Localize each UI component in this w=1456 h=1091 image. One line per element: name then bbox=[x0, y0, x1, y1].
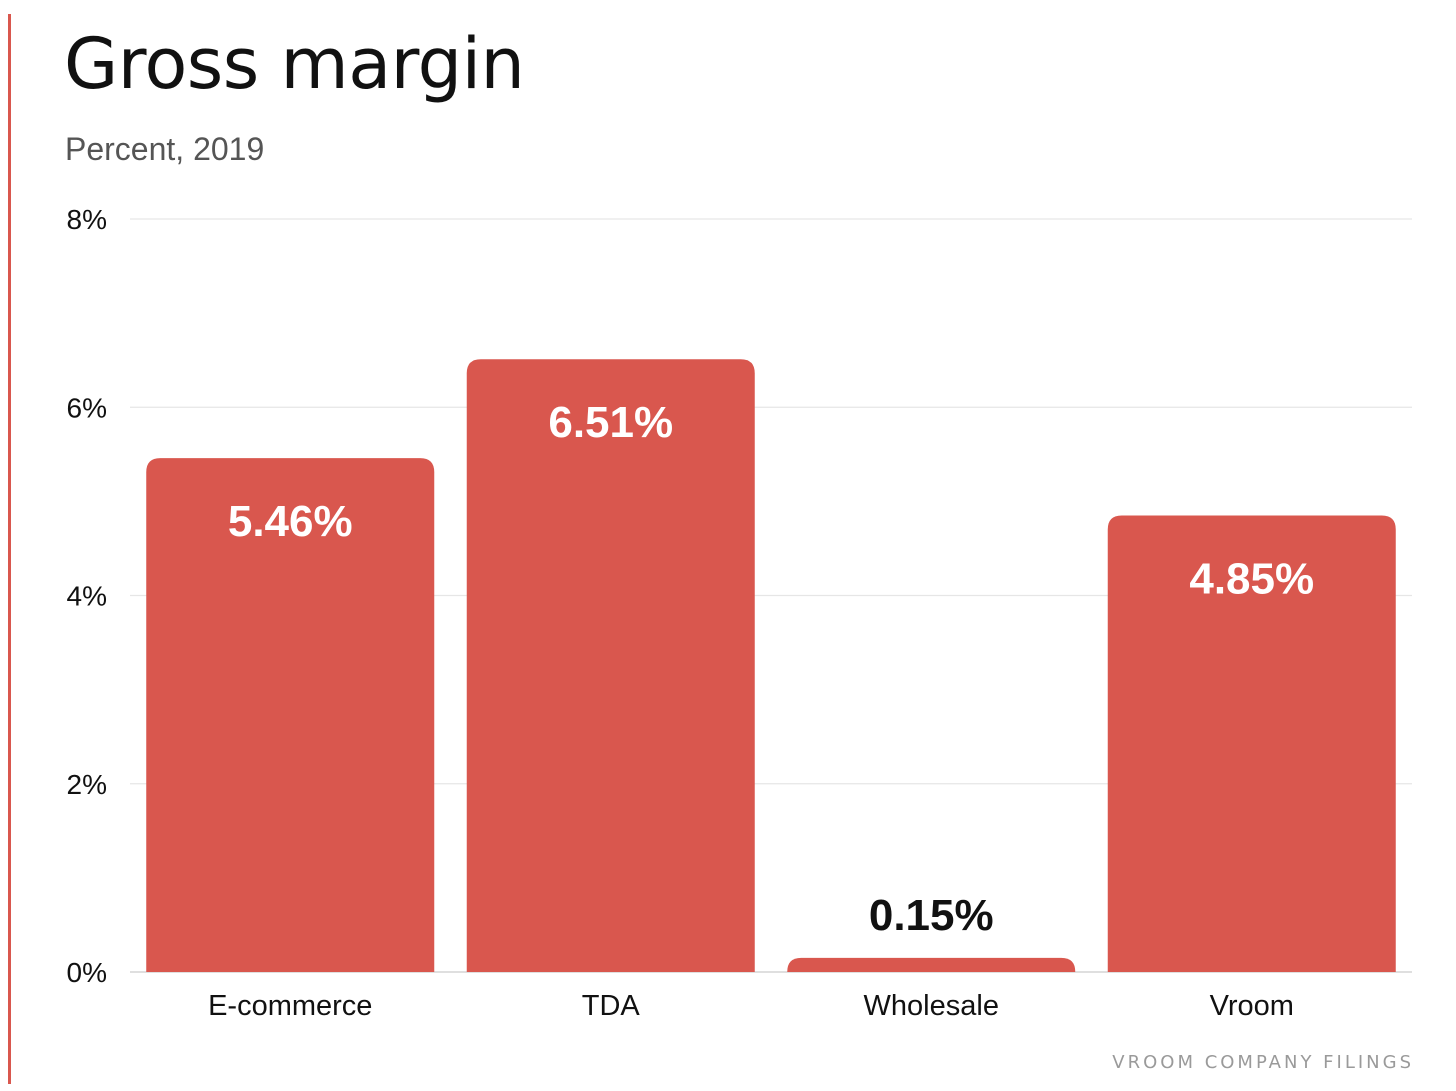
accent-rule bbox=[8, 14, 11, 1084]
y-tick-label: 4% bbox=[67, 581, 107, 612]
y-axis-ticks: 0% 2% 4% 6% 8% bbox=[67, 204, 107, 988]
value-label: 0.15% bbox=[869, 891, 994, 940]
chart-subtitle: Percent, 2019 bbox=[65, 131, 265, 167]
value-label: 6.51% bbox=[548, 398, 673, 447]
y-tick-label: 0% bbox=[67, 957, 107, 988]
y-tick-label: 8% bbox=[67, 204, 107, 235]
x-category-label: Wholesale bbox=[864, 990, 999, 1022]
x-category-label: E-commerce bbox=[208, 990, 372, 1022]
y-tick-label: 6% bbox=[67, 392, 107, 423]
source-note: VROOM COMPANY FILINGS bbox=[1112, 1052, 1414, 1073]
bar-wholesale bbox=[787, 957, 1076, 972]
value-label: 4.85% bbox=[1189, 554, 1314, 603]
value-labels: 5.46% 6.51% 0.15% 4.85% bbox=[228, 398, 1314, 940]
y-tick-label: 2% bbox=[67, 769, 107, 800]
bar-vroom bbox=[1107, 515, 1396, 972]
bar-tda bbox=[466, 359, 755, 973]
x-category-label: TDA bbox=[582, 990, 641, 1022]
x-category-label: Vroom bbox=[1210, 990, 1294, 1022]
bar-chart: 0% 2% 4% 6% 8% 5.46% 6.51% 0.15% 4.85% E-commer… bbox=[67, 204, 1412, 1022]
x-axis-categories: E-commerce TDA Wholesale Vroom bbox=[208, 990, 1294, 1022]
chart-title: Gross margin bbox=[64, 23, 525, 105]
bars bbox=[146, 359, 1396, 973]
bar-e-commerce bbox=[146, 458, 435, 972]
value-label: 5.46% bbox=[228, 497, 353, 546]
